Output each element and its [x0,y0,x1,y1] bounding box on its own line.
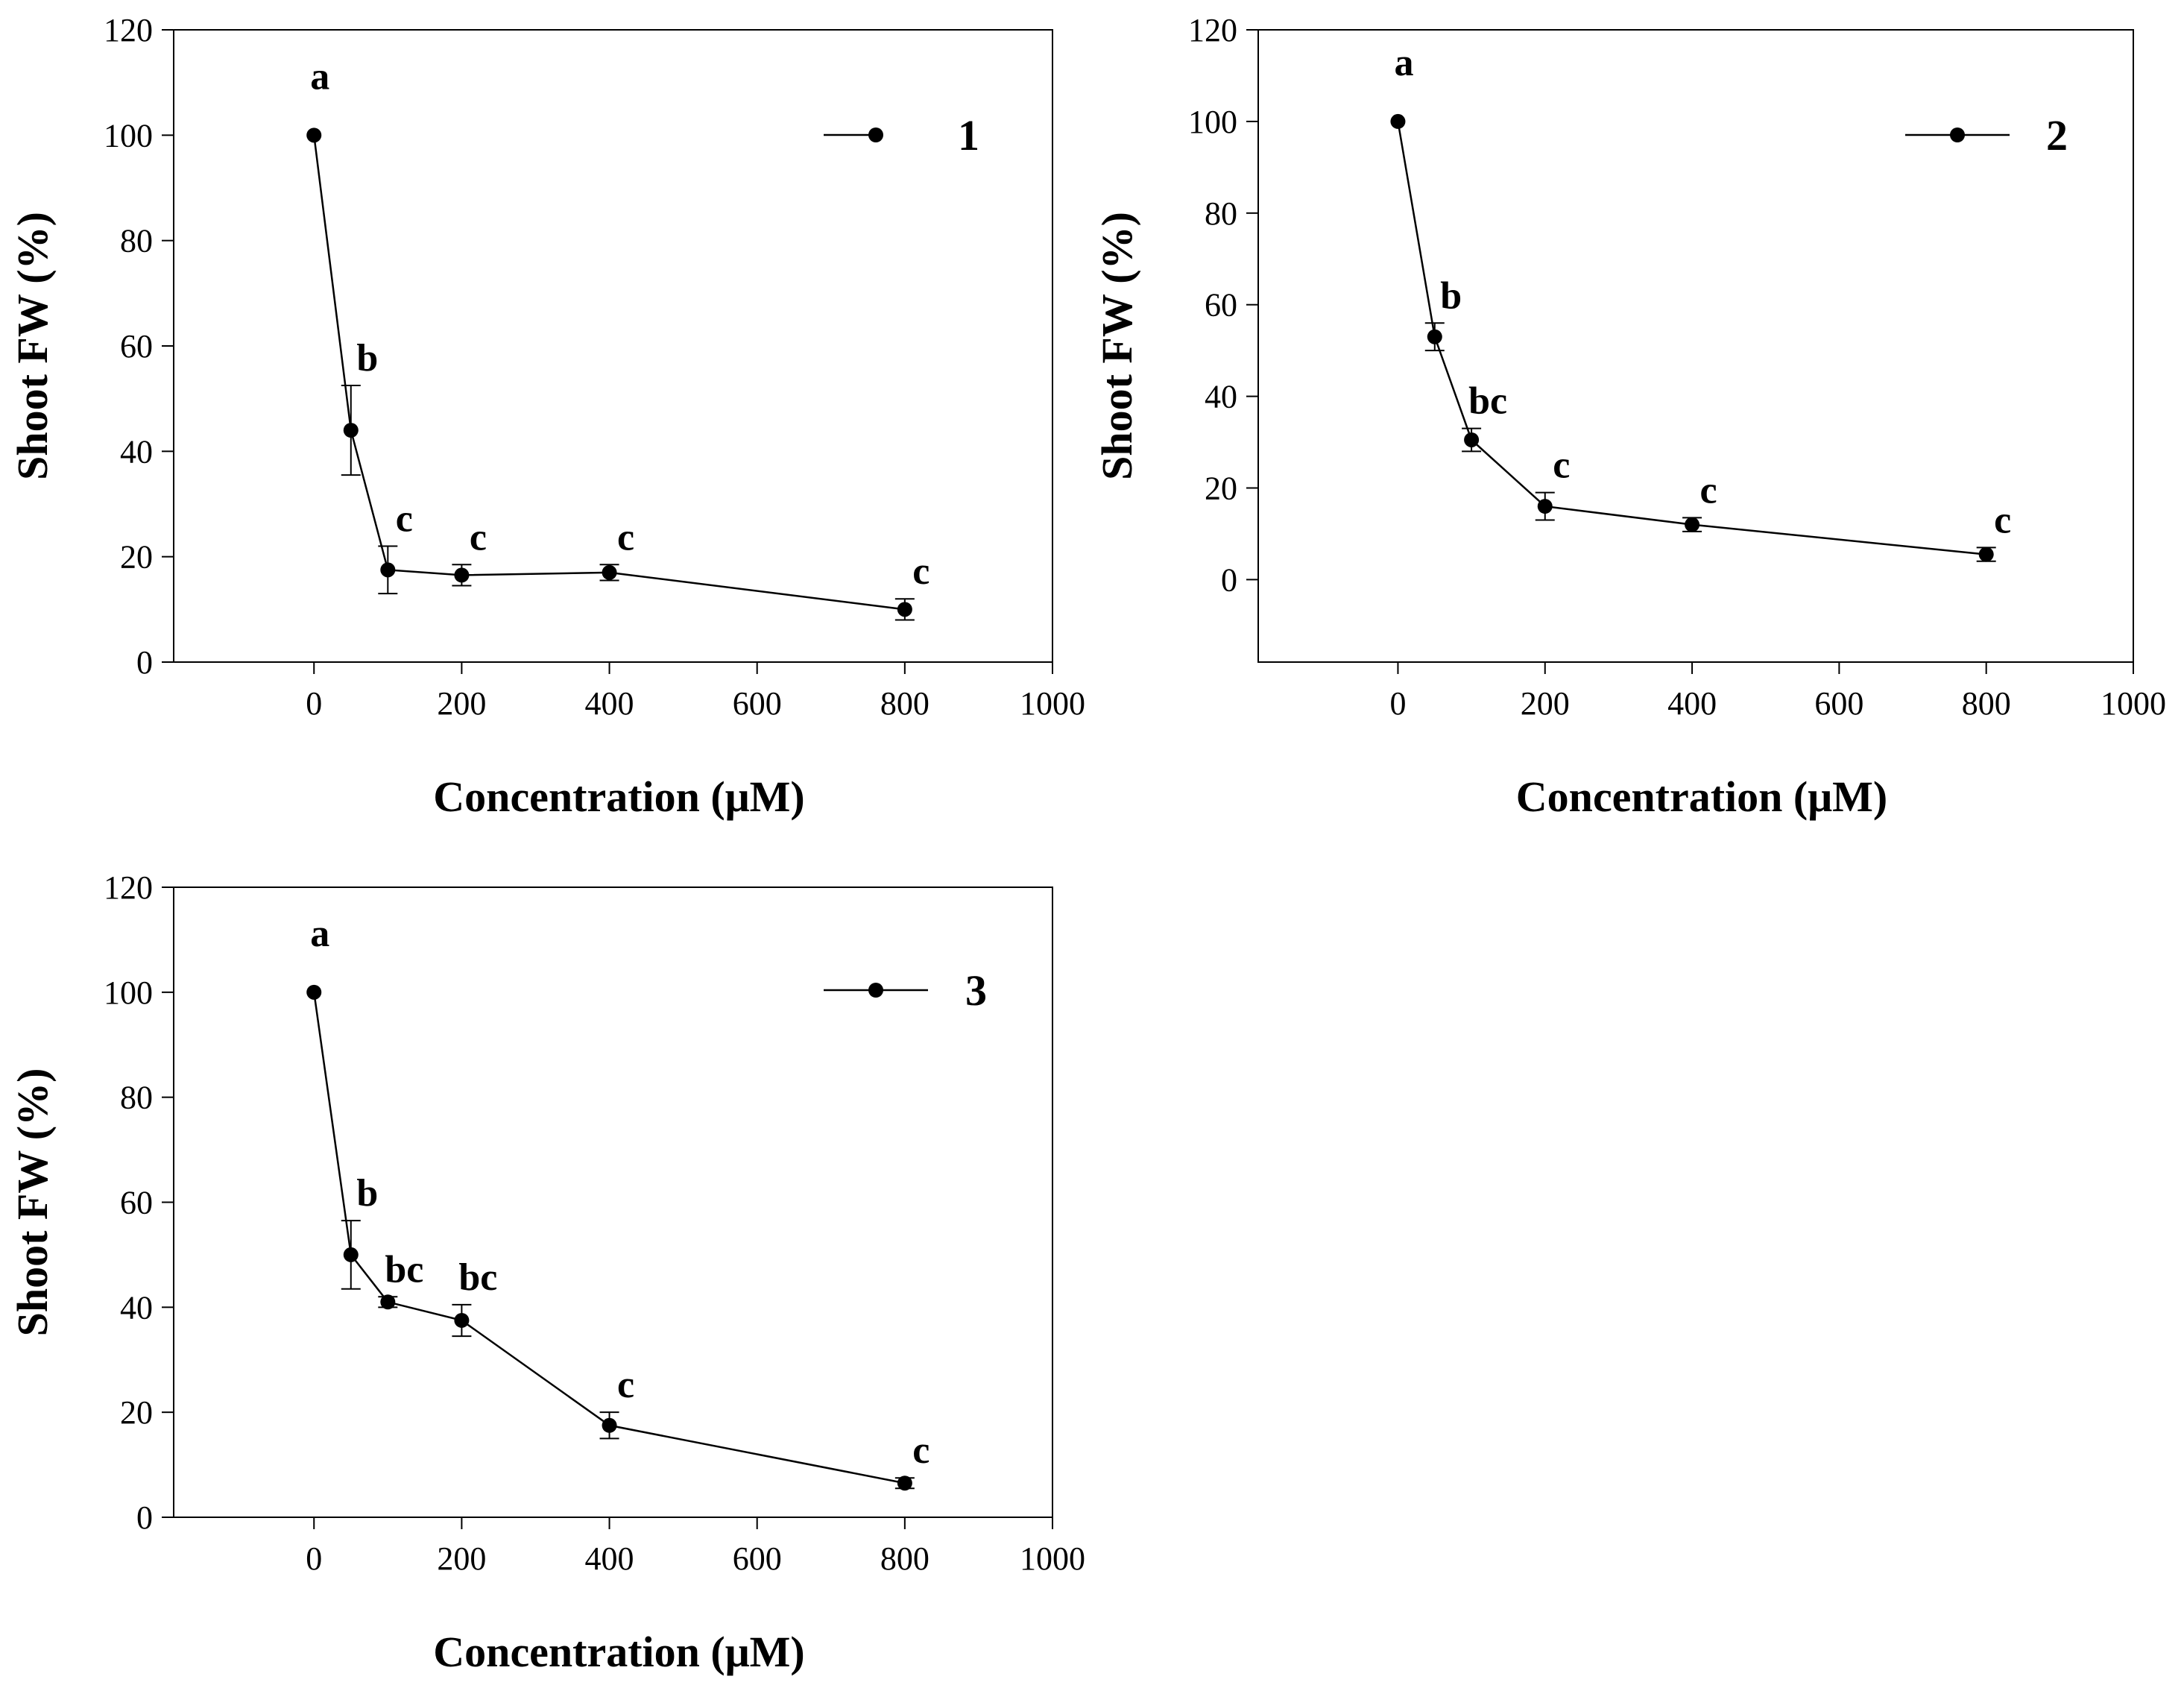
legend-label: 2 [2046,111,2068,160]
data-point [380,1294,396,1310]
data-point [897,602,912,617]
significance-label: a [1394,42,1413,84]
x-tick-label: 600 [733,1540,782,1577]
y-tick-label: 80 [120,1080,153,1116]
data-point [343,1247,359,1262]
legend: 3 [824,966,987,1015]
significance-label: c [1553,444,1570,487]
data-point [343,423,359,438]
legend: 1 [824,111,979,160]
data-point [1978,547,1994,562]
y-tick-label: 40 [120,1289,153,1326]
y-tick-label: 100 [1188,104,1237,140]
series-line [1397,121,1986,555]
x-tick-label: 200 [437,1540,486,1577]
x-tick-label: 0 [306,1540,322,1577]
data-point [1427,329,1442,344]
legend-marker [1950,127,1965,142]
x-tick-label: 1000 [1020,1540,1085,1577]
significance-label: b [356,337,378,380]
y-tick-label: 0 [136,1499,153,1536]
y-tick-label: 0 [1221,561,1237,598]
chart-panel-3: 0 20 40 60 80 100 120 0 200 400 600 800 1000 Concentr… [8,869,1085,1676]
significance-label: c [470,516,487,558]
y-axis-title: Shoot FW (%) [8,1068,57,1337]
legend-label: 3 [965,966,987,1015]
significance-label: b [356,1172,378,1215]
x-tick-label: 1000 [2101,685,2166,722]
chart-panel-1: 0 20 40 60 80 100 120 0 200 400 600 800 1000 Concentr… [8,12,1085,821]
series-line [313,135,906,611]
y-axis-title: Shoot FW (%) [1093,212,1141,480]
x-tick-label: 0 [1389,685,1406,722]
y-axis-title: Shoot FW (%) [8,212,57,480]
data-point [602,564,617,580]
significance-label: c [912,1429,930,1472]
y-tick-label: 0 [136,644,153,681]
x-tick-label: 800 [880,685,930,722]
x-tick-label: 1000 [1020,685,1085,722]
y-tick-label: 40 [1205,379,1237,415]
significance-label: c [1700,469,1717,511]
significance-label: c [1994,499,2011,541]
x-tick-label: 600 [1814,685,1863,722]
x-axis-title: Concentration (μM) [433,1628,804,1676]
x-tick-label: 600 [733,685,782,722]
y-tick-label: 100 [104,117,153,154]
x-tick-label: 800 [880,1540,930,1577]
y-tick-label: 120 [104,12,153,48]
y-tick-label: 120 [104,869,153,906]
data-point [897,1476,912,1491]
data-point [1685,517,1700,532]
data-point [1464,432,1480,447]
significance-label: bc [458,1256,497,1299]
x-tick-label: 400 [585,685,634,722]
y-tick-label: 60 [1205,287,1237,324]
chart-panel-2: 0 20 40 60 80 100 120 0 200 400 600 800 1000 Concentr… [1093,12,2166,821]
y-tick-label: 100 [104,974,153,1011]
significance-label: bc [385,1248,423,1291]
significance-label: c [912,550,930,593]
data-point [454,1312,470,1328]
x-tick-label: 200 [1521,685,1570,722]
data-point [1537,499,1553,514]
legend: 2 [1905,111,2068,160]
y-tick-label: 20 [120,1394,153,1431]
significance-label: c [396,498,413,541]
significance-label: a [310,55,329,98]
legend-marker [868,127,883,142]
significance-label: a [310,913,329,955]
x-axis-title: Concentration (μM) [1516,772,1887,821]
plot-frame [1257,29,2134,663]
x-tick-label: 400 [1667,685,1717,722]
significance-label: bc [1468,380,1507,423]
y-tick-label: 60 [120,1185,153,1221]
y-tick-label: 80 [120,223,153,259]
data-point [1390,113,1406,129]
x-tick-label: 0 [306,685,322,722]
x-axis-title: Concentration (μM) [433,772,804,821]
data-point [306,984,322,1000]
y-tick-label: 20 [1205,470,1237,506]
legend-marker [868,983,883,998]
x-tick-label: 400 [585,1540,634,1577]
y-tick-label: 40 [120,433,153,470]
significance-label: b [1440,274,1462,317]
y-tick-label: 60 [120,328,153,365]
y-tick-label: 120 [1188,12,1237,48]
y-tick-label: 20 [120,539,153,576]
x-tick-label: 800 [1962,685,2011,722]
legend-label: 1 [958,111,979,160]
data-point [602,1417,617,1433]
data-point [380,562,396,578]
y-tick-label: 80 [1205,195,1237,232]
significance-label: c [617,1364,634,1406]
significance-label: c [617,516,634,558]
x-tick-label: 200 [437,685,486,722]
series-line [313,992,906,1484]
data-point [454,567,470,583]
data-point [306,127,322,143]
